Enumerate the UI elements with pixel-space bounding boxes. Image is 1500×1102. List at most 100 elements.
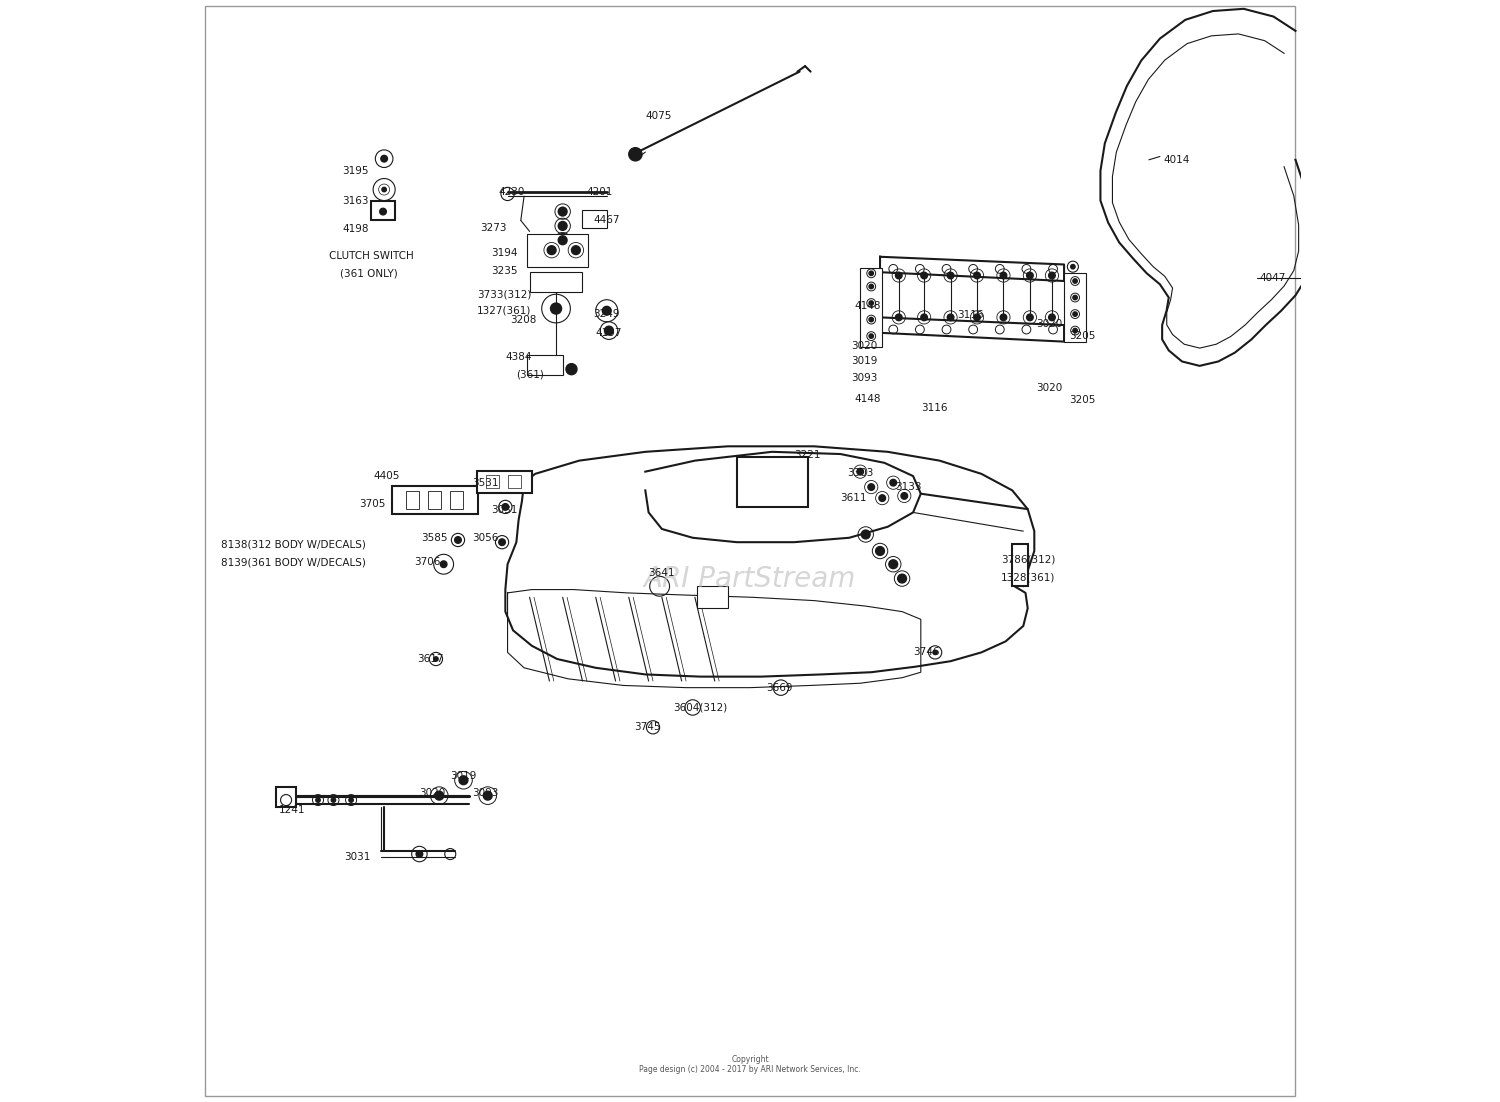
Text: 4075: 4075 <box>645 110 672 121</box>
Text: 3669: 3669 <box>766 682 794 693</box>
Text: 3249: 3249 <box>594 309 619 320</box>
Text: CLUTCH SWITCH: CLUTCH SWITCH <box>328 250 414 261</box>
Circle shape <box>628 148 642 161</box>
Bar <box>1013 544 1028 586</box>
Bar <box>528 355 562 375</box>
Text: 3205: 3205 <box>1070 331 1096 342</box>
Bar <box>406 491 420 509</box>
Circle shape <box>1026 314 1033 321</box>
Text: 3745: 3745 <box>634 722 662 733</box>
Circle shape <box>902 493 908 499</box>
Bar <box>370 201 394 220</box>
Circle shape <box>1071 264 1076 269</box>
Bar <box>392 486 478 514</box>
Circle shape <box>1072 328 1077 333</box>
Circle shape <box>948 272 954 279</box>
Text: 3031: 3031 <box>490 505 517 516</box>
Circle shape <box>868 271 873 276</box>
Circle shape <box>550 303 561 314</box>
Bar <box>1310 361 1324 372</box>
Text: 3604(312): 3604(312) <box>674 702 728 713</box>
Bar <box>477 471 532 493</box>
Text: 3705: 3705 <box>358 498 386 509</box>
Circle shape <box>382 187 387 192</box>
Text: 3019: 3019 <box>852 356 877 367</box>
Circle shape <box>879 495 885 501</box>
Text: 1328(361): 1328(361) <box>1002 572 1056 583</box>
Text: 4201: 4201 <box>586 186 613 197</box>
Bar <box>427 491 441 509</box>
Circle shape <box>435 791 444 800</box>
Text: 3031: 3031 <box>345 852 370 863</box>
Circle shape <box>1000 314 1006 321</box>
Text: 3273: 3273 <box>480 223 507 234</box>
Text: 8138(312 BODY W/DECALS): 8138(312 BODY W/DECALS) <box>220 539 366 550</box>
Text: 3786(312): 3786(312) <box>1002 554 1056 565</box>
Text: 3116: 3116 <box>921 402 948 413</box>
Circle shape <box>316 798 320 802</box>
Text: 4384: 4384 <box>506 352 532 363</box>
Circle shape <box>454 537 462 543</box>
Text: 3020: 3020 <box>1036 318 1064 329</box>
Text: 3195: 3195 <box>342 165 369 176</box>
Circle shape <box>1026 272 1033 279</box>
Circle shape <box>933 650 938 655</box>
Bar <box>486 475 498 488</box>
Circle shape <box>416 851 423 857</box>
Circle shape <box>948 314 954 321</box>
Text: 4230: 4230 <box>498 186 525 197</box>
Circle shape <box>1000 272 1006 279</box>
Text: 4148: 4148 <box>855 393 880 404</box>
Circle shape <box>868 301 873 305</box>
Text: 3093: 3093 <box>852 372 877 383</box>
Bar <box>736 457 808 507</box>
Circle shape <box>604 326 613 335</box>
Text: 3641: 3641 <box>648 568 675 579</box>
Text: 4014: 4014 <box>1164 154 1190 165</box>
Text: 3133: 3133 <box>896 482 922 493</box>
Circle shape <box>380 208 387 215</box>
Text: 3585: 3585 <box>422 532 448 543</box>
Circle shape <box>868 334 873 338</box>
Bar <box>507 475 520 488</box>
Text: 3116: 3116 <box>957 310 984 321</box>
Circle shape <box>868 284 873 289</box>
Circle shape <box>974 272 981 279</box>
Text: 3056: 3056 <box>472 532 498 543</box>
Text: 4467: 4467 <box>594 215 619 226</box>
Text: (361): (361) <box>516 369 544 380</box>
Circle shape <box>548 246 556 255</box>
Text: 3205: 3205 <box>1070 395 1096 406</box>
Circle shape <box>503 504 509 510</box>
Circle shape <box>332 798 336 802</box>
Bar <box>859 268 882 347</box>
Text: 3163: 3163 <box>342 195 369 206</box>
Text: 3611: 3611 <box>840 493 867 504</box>
Bar <box>450 491 464 509</box>
Circle shape <box>856 468 864 475</box>
Text: 4047: 4047 <box>1258 272 1286 283</box>
Circle shape <box>896 314 902 321</box>
Circle shape <box>896 272 902 279</box>
Circle shape <box>566 364 578 375</box>
Circle shape <box>897 574 906 583</box>
Text: 1327(361): 1327(361) <box>477 305 531 316</box>
Text: 3235: 3235 <box>490 266 517 277</box>
Text: 3020: 3020 <box>420 788 446 799</box>
Circle shape <box>890 560 897 569</box>
Text: ARI PartStream: ARI PartStream <box>644 564 856 593</box>
Circle shape <box>498 539 506 545</box>
Bar <box>528 234 588 267</box>
Bar <box>698 586 728 608</box>
Text: 3194: 3194 <box>490 248 517 259</box>
Circle shape <box>558 222 567 230</box>
Circle shape <box>558 207 567 216</box>
Circle shape <box>572 246 580 255</box>
Circle shape <box>890 479 897 486</box>
Text: 8139(361 BODY W/DECALS): 8139(361 BODY W/DECALS) <box>220 557 366 568</box>
Text: 3020: 3020 <box>852 341 877 352</box>
Circle shape <box>921 314 927 321</box>
Circle shape <box>974 314 981 321</box>
Text: 3093: 3093 <box>472 788 498 799</box>
Circle shape <box>868 484 874 490</box>
